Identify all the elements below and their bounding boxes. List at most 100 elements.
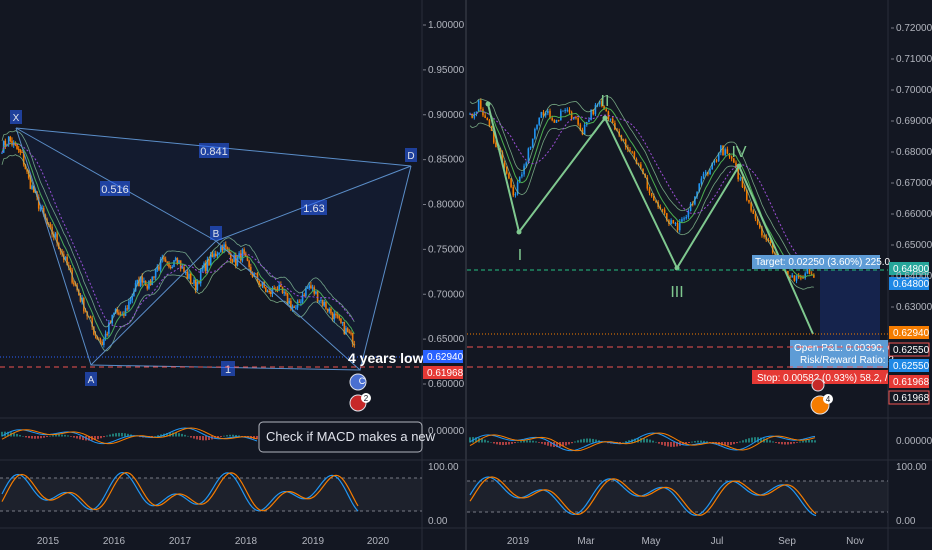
candle-body xyxy=(351,332,354,345)
stoch-max-label: 100.00 xyxy=(896,462,927,473)
macd-histogram-bar xyxy=(814,440,816,443)
candle-body xyxy=(655,200,657,203)
macd-histogram-bar xyxy=(43,436,45,438)
candle-body xyxy=(104,333,107,339)
time-tick-label: 2019 xyxy=(507,536,530,547)
macd-histogram-bar xyxy=(625,441,627,443)
macd-histogram-bar xyxy=(775,442,777,443)
time-tick-label: 2018 xyxy=(235,536,258,547)
price-tick-label: 1.00000 xyxy=(428,20,465,31)
candle-body xyxy=(295,307,297,309)
candle-body xyxy=(286,293,289,304)
macd-callout[interactable]: Check if MACD makes a new xyxy=(258,421,436,453)
macd-histogram-bar xyxy=(229,434,231,437)
candle-body xyxy=(275,288,277,290)
macd-right xyxy=(469,432,816,452)
candle-body xyxy=(159,259,162,270)
wave-node xyxy=(516,229,522,235)
candle-body xyxy=(501,152,504,164)
left-chart[interactable] xyxy=(1,130,356,352)
macd-histogram-bar xyxy=(703,440,705,443)
candle-body xyxy=(726,149,729,154)
flag-icon-3[interactable] xyxy=(811,378,825,392)
long-position-tool[interactable]: Target: 0.02250 (3.60%) 225.0 Open P&L: … xyxy=(752,255,895,384)
macd-histogram-bar xyxy=(802,440,804,443)
moving-average-fast xyxy=(1,142,355,340)
candle-body xyxy=(540,112,543,118)
badge-count-left xyxy=(361,393,371,403)
candle-body xyxy=(42,208,45,215)
candle-body xyxy=(184,271,187,273)
point-a-box xyxy=(85,372,97,386)
candle-body xyxy=(268,290,270,292)
macd-histogram-bar xyxy=(97,436,99,440)
candle-body xyxy=(345,328,347,335)
candle-body xyxy=(743,187,746,190)
macd-histogram-bar xyxy=(541,442,543,444)
macd-callout-text: Check if MACD makes a new xyxy=(266,429,436,444)
wave-node xyxy=(602,115,608,121)
candle-body xyxy=(153,276,155,278)
harmonic-pattern[interactable]: X A B D 0.841 0.516 1.63 1 xyxy=(10,110,417,386)
candle-body xyxy=(629,149,631,152)
candle-body xyxy=(255,273,257,275)
event-badges-left[interactable]: C 2 xyxy=(349,373,371,412)
candle-body xyxy=(244,253,247,257)
macd-histogram-bar xyxy=(505,442,507,445)
flag-icon[interactable] xyxy=(349,373,367,391)
candle-body xyxy=(488,119,491,127)
candle-body xyxy=(521,174,523,177)
event-badges-right[interactable]: 4 xyxy=(810,378,833,415)
candle-body xyxy=(689,203,692,212)
candle-body xyxy=(570,112,573,119)
macd-histogram-bar xyxy=(676,442,678,447)
candle-body xyxy=(131,296,134,300)
price-tick-label: 0.70000 xyxy=(896,85,932,96)
candle-body xyxy=(126,308,129,310)
candle-body xyxy=(14,142,17,145)
candle-body xyxy=(37,197,40,209)
candle-body xyxy=(305,288,307,296)
candle-body xyxy=(276,289,279,291)
price-tick-label: 0.69000 xyxy=(896,116,932,127)
candle-body xyxy=(525,162,528,166)
candle-body xyxy=(601,101,603,107)
ratio-ac-box xyxy=(221,361,235,376)
candle-body xyxy=(767,239,770,241)
candle-body xyxy=(273,287,275,289)
candle-body xyxy=(66,256,68,266)
candle-body xyxy=(512,187,515,196)
macd-histogram-bar xyxy=(493,442,495,444)
candle-body xyxy=(7,136,10,145)
candle-body xyxy=(214,253,217,256)
macd-histogram-bar xyxy=(634,438,636,443)
candle-body xyxy=(181,267,184,269)
candle-body xyxy=(700,178,703,184)
badge-count-right xyxy=(823,394,833,404)
candle-body xyxy=(340,318,342,323)
point-c-label: C xyxy=(359,376,366,386)
candle-body xyxy=(229,253,232,261)
candle-body xyxy=(261,281,264,286)
time-tick-label: 2016 xyxy=(103,536,126,547)
point-b-label: B xyxy=(213,229,220,240)
macd-histogram-bar xyxy=(103,436,105,438)
price-tick-label: 0.68000 xyxy=(896,147,932,158)
price-tick-label: 0.66000 xyxy=(896,209,932,220)
macd-histogram-bar xyxy=(76,436,78,439)
macd-histogram-bar xyxy=(532,440,534,443)
macd-histogram-bar xyxy=(646,438,648,443)
candle-body xyxy=(178,260,180,263)
price-tick-label: 0.65000 xyxy=(896,240,932,251)
candle-body xyxy=(129,299,132,302)
candle-body xyxy=(123,313,125,316)
price-tag-stop-left-text: 0.61968 xyxy=(427,368,464,379)
candle-body xyxy=(91,318,93,327)
macd-histogram-bar xyxy=(13,433,15,437)
candle-body xyxy=(350,332,352,334)
time-tick-label: 2019 xyxy=(302,536,325,547)
candle-body xyxy=(194,279,197,291)
macd-histogram-bar xyxy=(787,442,789,445)
elliott-wave-line[interactable] xyxy=(487,103,814,335)
